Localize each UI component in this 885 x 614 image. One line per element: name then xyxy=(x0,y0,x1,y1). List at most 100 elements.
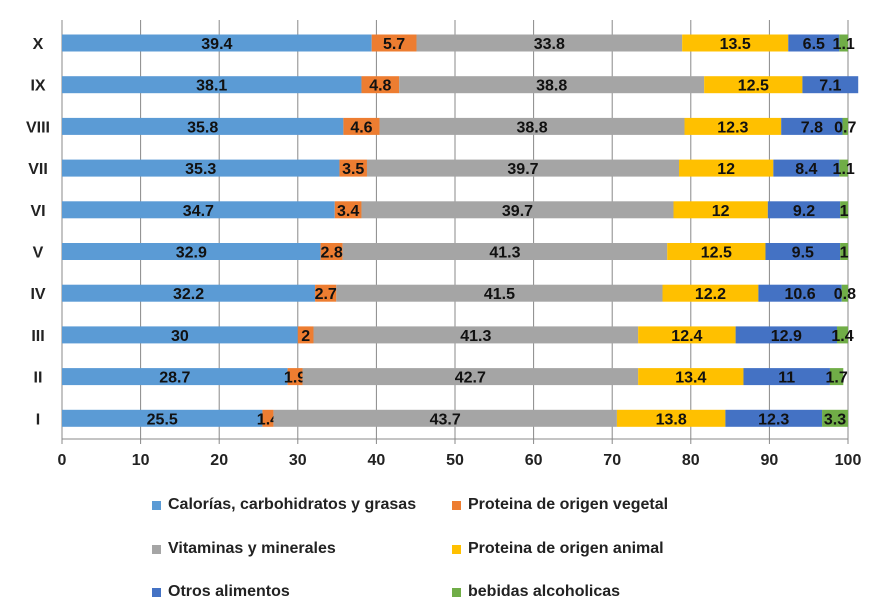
bar-segment xyxy=(662,284,759,302)
y-tick-label: I xyxy=(36,411,40,428)
bar-segment xyxy=(62,243,321,260)
legend-swatch xyxy=(452,544,461,554)
bar-segment xyxy=(725,409,823,427)
bar-segment xyxy=(62,284,316,302)
y-tick-label: II xyxy=(34,370,43,387)
bar-segment xyxy=(297,326,314,344)
data-label: 9.5 xyxy=(792,245,814,262)
bar-segment xyxy=(62,201,335,219)
bar-segment xyxy=(62,326,298,344)
bar-segment xyxy=(682,34,789,52)
y-tick-label: V xyxy=(33,245,44,262)
bar-segment xyxy=(302,368,639,386)
bar-segment xyxy=(767,201,841,219)
data-label: 38.8 xyxy=(516,119,547,136)
data-label: 1.7 xyxy=(825,370,847,387)
data-label: 39.4 xyxy=(201,36,232,53)
data-label: 35.8 xyxy=(187,119,218,136)
data-label: 12.3 xyxy=(717,119,748,136)
data-label: 41.3 xyxy=(460,328,491,345)
data-label: 12.2 xyxy=(695,286,726,303)
data-label: 1 xyxy=(840,245,849,262)
legend-swatch xyxy=(152,500,161,510)
bar-segment xyxy=(673,201,768,219)
data-label: 12 xyxy=(717,161,735,178)
bar-segment xyxy=(262,409,274,427)
legend-label: Otros alimentos xyxy=(168,583,290,600)
bar-segment xyxy=(802,76,859,94)
data-label: 2 xyxy=(301,328,310,345)
data-label: 1 xyxy=(840,203,849,220)
bar-segment xyxy=(829,368,844,386)
bar-segment xyxy=(773,159,840,177)
data-label: 3.4 xyxy=(337,203,359,220)
bar-segment xyxy=(371,34,417,52)
y-tick-label: IV xyxy=(30,286,45,303)
data-label: 25.5 xyxy=(147,411,178,428)
data-label: 39.7 xyxy=(502,203,533,220)
legend-item: Proteina de origen vegetal xyxy=(452,496,668,514)
bar-segment xyxy=(334,201,362,219)
legend-swatch xyxy=(452,500,461,510)
bar-segment xyxy=(416,34,683,52)
bar-segment xyxy=(842,117,848,135)
data-label: 38.1 xyxy=(196,78,227,95)
bar-segment xyxy=(839,159,848,177)
data-label: 5.7 xyxy=(383,36,405,53)
bar-segment xyxy=(704,76,803,94)
data-label: 33.8 xyxy=(534,36,565,53)
data-label: 3.3 xyxy=(824,411,846,428)
data-label: 0.7 xyxy=(834,119,856,136)
bar-segment xyxy=(62,409,263,427)
legend-item: Vitaminas y minerales xyxy=(152,540,336,558)
bar-segment xyxy=(758,284,842,302)
data-label: 28.7 xyxy=(159,370,190,387)
data-label: 9.2 xyxy=(793,203,815,220)
x-tick-label: 40 xyxy=(368,452,386,469)
bar-segment xyxy=(342,243,668,260)
data-label: 34.7 xyxy=(183,203,214,220)
bar-segment xyxy=(379,117,685,135)
legend-item: bebidas alcoholicas xyxy=(452,583,620,601)
data-label: 4.8 xyxy=(369,78,391,95)
bar-segment xyxy=(781,117,843,135)
legend-label: bebidas alcoholicas xyxy=(468,583,621,600)
data-label: 10.6 xyxy=(784,286,815,303)
data-label: 6.5 xyxy=(803,36,825,53)
bar-segment xyxy=(339,159,367,177)
data-label: 12.3 xyxy=(758,411,789,428)
bar-segment xyxy=(62,76,362,94)
data-label: 35.3 xyxy=(185,161,216,178)
bar-segment xyxy=(840,243,848,260)
x-tick-label: 100 xyxy=(835,452,862,469)
legend-label: Vitaminas y minerales xyxy=(168,540,336,557)
bar-segment xyxy=(62,368,288,386)
y-tick-label: X xyxy=(33,36,44,53)
legend-label: Proteina de origen vegetal xyxy=(468,496,669,513)
x-tick-label: 70 xyxy=(603,452,621,469)
legend-label: Proteina de origen animal xyxy=(468,540,664,557)
data-label: 13.4 xyxy=(675,370,706,387)
data-label: 3.5 xyxy=(342,161,364,178)
data-label: 12.5 xyxy=(701,245,732,262)
x-tick-label: 50 xyxy=(446,452,464,469)
bar-segment xyxy=(62,34,372,52)
bar-segment xyxy=(667,243,766,260)
bar-segment xyxy=(336,284,663,302)
data-label: 2.7 xyxy=(315,286,337,303)
bar-segment xyxy=(287,368,303,386)
data-label: 13.5 xyxy=(720,36,751,53)
bar-segment xyxy=(684,117,782,135)
bar-segment xyxy=(765,243,841,260)
bar-segment xyxy=(840,201,848,219)
legend-item: Proteina de origen animal xyxy=(452,540,664,558)
data-label: 8.4 xyxy=(795,161,817,178)
data-label: 38.8 xyxy=(536,78,567,95)
data-label: 30 xyxy=(171,328,189,345)
y-tick-label: IX xyxy=(30,78,45,95)
legend-item: Calorías, carbohidratos y grasas xyxy=(152,496,416,514)
data-label: 11 xyxy=(778,370,795,387)
bar-segment xyxy=(735,326,837,344)
